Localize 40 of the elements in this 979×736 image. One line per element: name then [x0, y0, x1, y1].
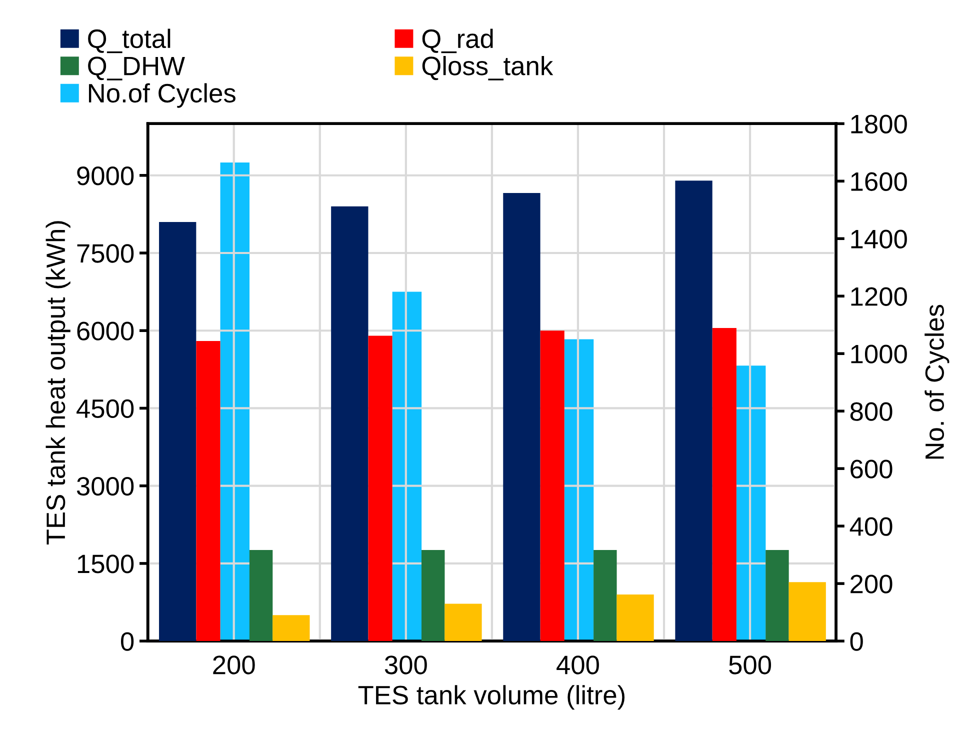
y-tick-label: 1500 — [78, 554, 134, 574]
y2-tick-label: 1800 — [851, 114, 907, 134]
x-axis-title: TES tank volume (litre) — [358, 685, 624, 710]
y2-tick-label: 1600 — [851, 172, 907, 191]
legend-label: Q_rad — [422, 28, 493, 54]
bar — [594, 550, 617, 642]
y2-tick-label: 0 — [850, 632, 863, 651]
bar — [616, 594, 654, 642]
y-tick-label: 4500 — [76, 399, 134, 418]
y2-tick-label: 400 — [850, 517, 892, 536]
legend-label: No.of Cycles — [88, 83, 236, 108]
x-tick-label: 300 — [384, 656, 427, 674]
bar — [675, 180, 712, 642]
y-tick-label: 0 — [120, 632, 134, 651]
y-tick-label: 6000 — [77, 322, 134, 340]
y2-tick-label: 600 — [850, 460, 892, 478]
y2-tick-label: 1000 — [851, 344, 907, 364]
y-tick-label: 3000 — [76, 476, 134, 496]
legend-label: Q_DHW — [88, 56, 185, 80]
bar — [249, 550, 273, 642]
x-tick-label: 500 — [729, 656, 772, 674]
y2-axis-title: No. of Cycles — [924, 304, 950, 459]
bar — [159, 222, 196, 642]
y2-tick-label: 200 — [850, 574, 892, 594]
bar — [331, 206, 368, 642]
legend-label: Qloss_tank — [422, 56, 554, 80]
bar — [788, 582, 826, 642]
bar — [444, 604, 482, 642]
y2-tick-label: 1400 — [851, 230, 907, 248]
x-tick-label: 200 — [213, 656, 255, 674]
y2-tick-label: 800 — [850, 402, 892, 421]
bar — [503, 192, 540, 642]
y-tick-label: 7500 — [77, 244, 134, 263]
bar — [421, 550, 445, 642]
y2-tick-label: 1200 — [851, 287, 907, 306]
x-tick-label: 400 — [556, 656, 599, 674]
bar — [272, 615, 310, 642]
y-tick-label: 9000 — [77, 166, 134, 186]
legend-label: Q_total — [88, 28, 170, 54]
y-axis-title: TES tank heat output (kWh) — [46, 221, 70, 545]
